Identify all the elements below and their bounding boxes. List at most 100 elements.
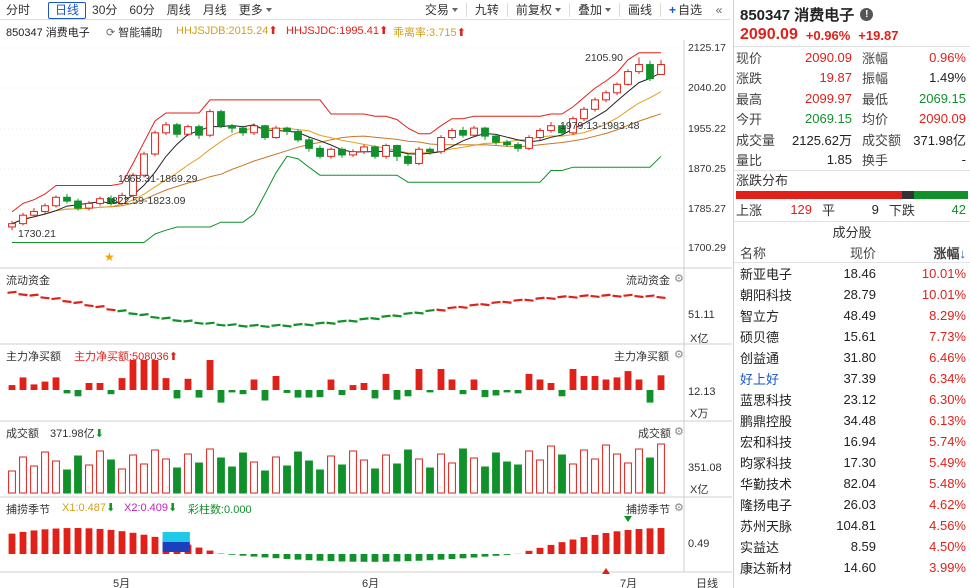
list-item[interactable]: 创益通 31.80 6.46% bbox=[734, 347, 970, 368]
volume-bar bbox=[349, 450, 357, 494]
list-item[interactable]: 康达新材 14.60 3.99% bbox=[734, 557, 970, 578]
jdc-value: HHJSJDC:1995.41 bbox=[286, 25, 379, 37]
flow-segment bbox=[524, 298, 534, 302]
stock-name: 华勤技术 bbox=[740, 477, 793, 492]
season-bar bbox=[613, 531, 621, 554]
quote-key: 振幅 bbox=[862, 71, 889, 87]
price-tick: 1785.27 bbox=[688, 203, 726, 215]
list-item[interactable]: 新亚电子 18.46 10.01% bbox=[734, 263, 970, 284]
list-item[interactable]: 隆扬电子 26.03 4.62% bbox=[734, 494, 970, 515]
candle-body bbox=[580, 108, 588, 120]
volume-bar bbox=[580, 449, 588, 494]
menu-overlay[interactable]: 叠加 bbox=[572, 0, 617, 20]
quote-row: 成交量 2125.62万 成交额 371.98亿 bbox=[734, 129, 970, 150]
arrow-up-icon bbox=[602, 568, 610, 574]
x-axis-label: 7月 bbox=[620, 578, 638, 588]
stock-name: 蓝思科技 bbox=[740, 393, 793, 408]
stock-price: 16.94 bbox=[843, 434, 876, 449]
flow-segment bbox=[469, 303, 479, 307]
smart-assist-toggle[interactable]: ⟳ 智能辅助 bbox=[106, 24, 162, 40]
stock-name: 实益达 bbox=[740, 540, 780, 555]
candle-body bbox=[569, 118, 577, 134]
list-item[interactable]: 实益达 8.59 4.50% bbox=[734, 536, 970, 557]
volume-bar bbox=[30, 465, 38, 494]
menu-adjust[interactable]: 前复权 bbox=[510, 0, 567, 20]
candle-body bbox=[613, 83, 621, 94]
arrow-up-icon: ⬆ bbox=[456, 27, 466, 39]
stock-change: 7.73% bbox=[929, 329, 966, 344]
net-buy-bar bbox=[19, 377, 27, 390]
add-watchlist-button[interactable]: + 自选 bbox=[663, 0, 708, 20]
col-change[interactable]: 涨幅↓ bbox=[876, 243, 966, 262]
security-label: 850347 消费电子 bbox=[6, 27, 90, 39]
flow-segment bbox=[579, 294, 589, 298]
tab-daily[interactable]: 日线 bbox=[48, 1, 87, 19]
list-item[interactable]: 蓝思科技 23.12 6.30% bbox=[734, 389, 970, 410]
flow-segment bbox=[590, 294, 600, 299]
settings-icon[interactable]: ⚙ bbox=[674, 502, 684, 514]
candle-body bbox=[536, 129, 544, 139]
volume-bar bbox=[536, 459, 544, 494]
settings-icon[interactable]: ⚙ bbox=[674, 273, 684, 285]
menu-trade[interactable]: 交易 bbox=[419, 0, 464, 20]
list-item[interactable]: 华勤技术 82.04 5.48% bbox=[734, 473, 970, 494]
volume-bar bbox=[393, 463, 401, 494]
tab-more[interactable]: 更多 bbox=[233, 0, 278, 20]
stock-name: 智立方 bbox=[740, 309, 780, 324]
list-item[interactable]: 苏州天脉 104.81 4.56% bbox=[734, 515, 970, 536]
volume-pane-label: 成交额 bbox=[6, 428, 39, 440]
candle-body bbox=[558, 125, 566, 134]
tab-60min[interactable]: 60分 bbox=[129, 2, 155, 17]
list-item[interactable]: 朝阳科技 28.79 10.01% bbox=[734, 284, 970, 305]
season-bar bbox=[426, 554, 434, 561]
list-item[interactable]: 宏和科技 16.94 5.74% bbox=[734, 431, 970, 452]
list-item[interactable]: 好上好 37.39 6.34% bbox=[734, 368, 970, 389]
quote-value: - bbox=[961, 152, 966, 168]
list-item[interactable]: 智立方 48.49 8.29% bbox=[734, 305, 970, 326]
kline-chart[interactable]: 850347 消费电子 ⟳ 智能辅助 HHJSJDB:2015.24⬆ HHJS… bbox=[0, 20, 732, 588]
volume-bar bbox=[107, 459, 115, 494]
flow-segment bbox=[447, 306, 457, 310]
button-draw[interactable]: 画线 bbox=[627, 2, 652, 17]
col-price[interactable]: 现价 bbox=[849, 246, 876, 261]
x1-value: X1:0.487 bbox=[62, 502, 107, 514]
button-nine-turn[interactable]: 九转 bbox=[474, 2, 499, 17]
season-bar bbox=[250, 554, 258, 557]
list-item[interactable]: 硕贝德 15.61 7.73% bbox=[734, 326, 970, 347]
list-item[interactable]: 鹏鼎控股 34.48 6.13% bbox=[734, 410, 970, 431]
flat-count: 9 bbox=[871, 201, 879, 217]
net-buy-bar bbox=[360, 383, 368, 390]
flow-segment bbox=[84, 303, 94, 308]
stock-price: 82.04 bbox=[843, 476, 876, 491]
flow-segment bbox=[51, 296, 61, 301]
settings-icon[interactable]: ⚙ bbox=[674, 426, 684, 438]
collapse-icon[interactable]: « bbox=[715, 2, 723, 17]
net-buy-bar bbox=[404, 390, 412, 397]
tab-weekly[interactable]: 周线 bbox=[166, 2, 191, 17]
candle-body bbox=[217, 111, 225, 127]
col-name[interactable]: 名称 bbox=[740, 246, 767, 261]
net-buy-bar bbox=[272, 376, 280, 390]
price-tick: 2125.17 bbox=[688, 42, 726, 54]
season-bar bbox=[19, 531, 27, 554]
tab-30min[interactable]: 30分 bbox=[92, 2, 118, 17]
net-buy-bar bbox=[96, 383, 104, 390]
stock-price: 37.39 bbox=[843, 371, 876, 386]
high-annotation: 2105.90 bbox=[585, 52, 623, 64]
flow-segment bbox=[117, 309, 127, 313]
flow-segment bbox=[227, 323, 237, 327]
stock-price: 26.03 bbox=[843, 497, 876, 512]
volume-bar bbox=[327, 455, 335, 494]
candle-body bbox=[382, 145, 390, 157]
tab-monthly[interactable]: 月线 bbox=[202, 2, 227, 17]
info-icon[interactable]: ! bbox=[860, 7, 874, 21]
stock-name: 苏州天脉 bbox=[740, 519, 793, 534]
quote-value: 2099.97 bbox=[805, 90, 852, 106]
tab-intraday[interactable]: 分时 bbox=[6, 2, 31, 17]
stock-price: 18.46 bbox=[843, 266, 876, 281]
settings-icon[interactable]: ⚙ bbox=[674, 349, 684, 361]
season-bar bbox=[503, 554, 511, 555]
list-item[interactable]: 昀冢科技 17.30 5.49% bbox=[734, 452, 970, 473]
flow-segment bbox=[216, 323, 226, 327]
stock-change: 10.01% bbox=[921, 287, 966, 302]
